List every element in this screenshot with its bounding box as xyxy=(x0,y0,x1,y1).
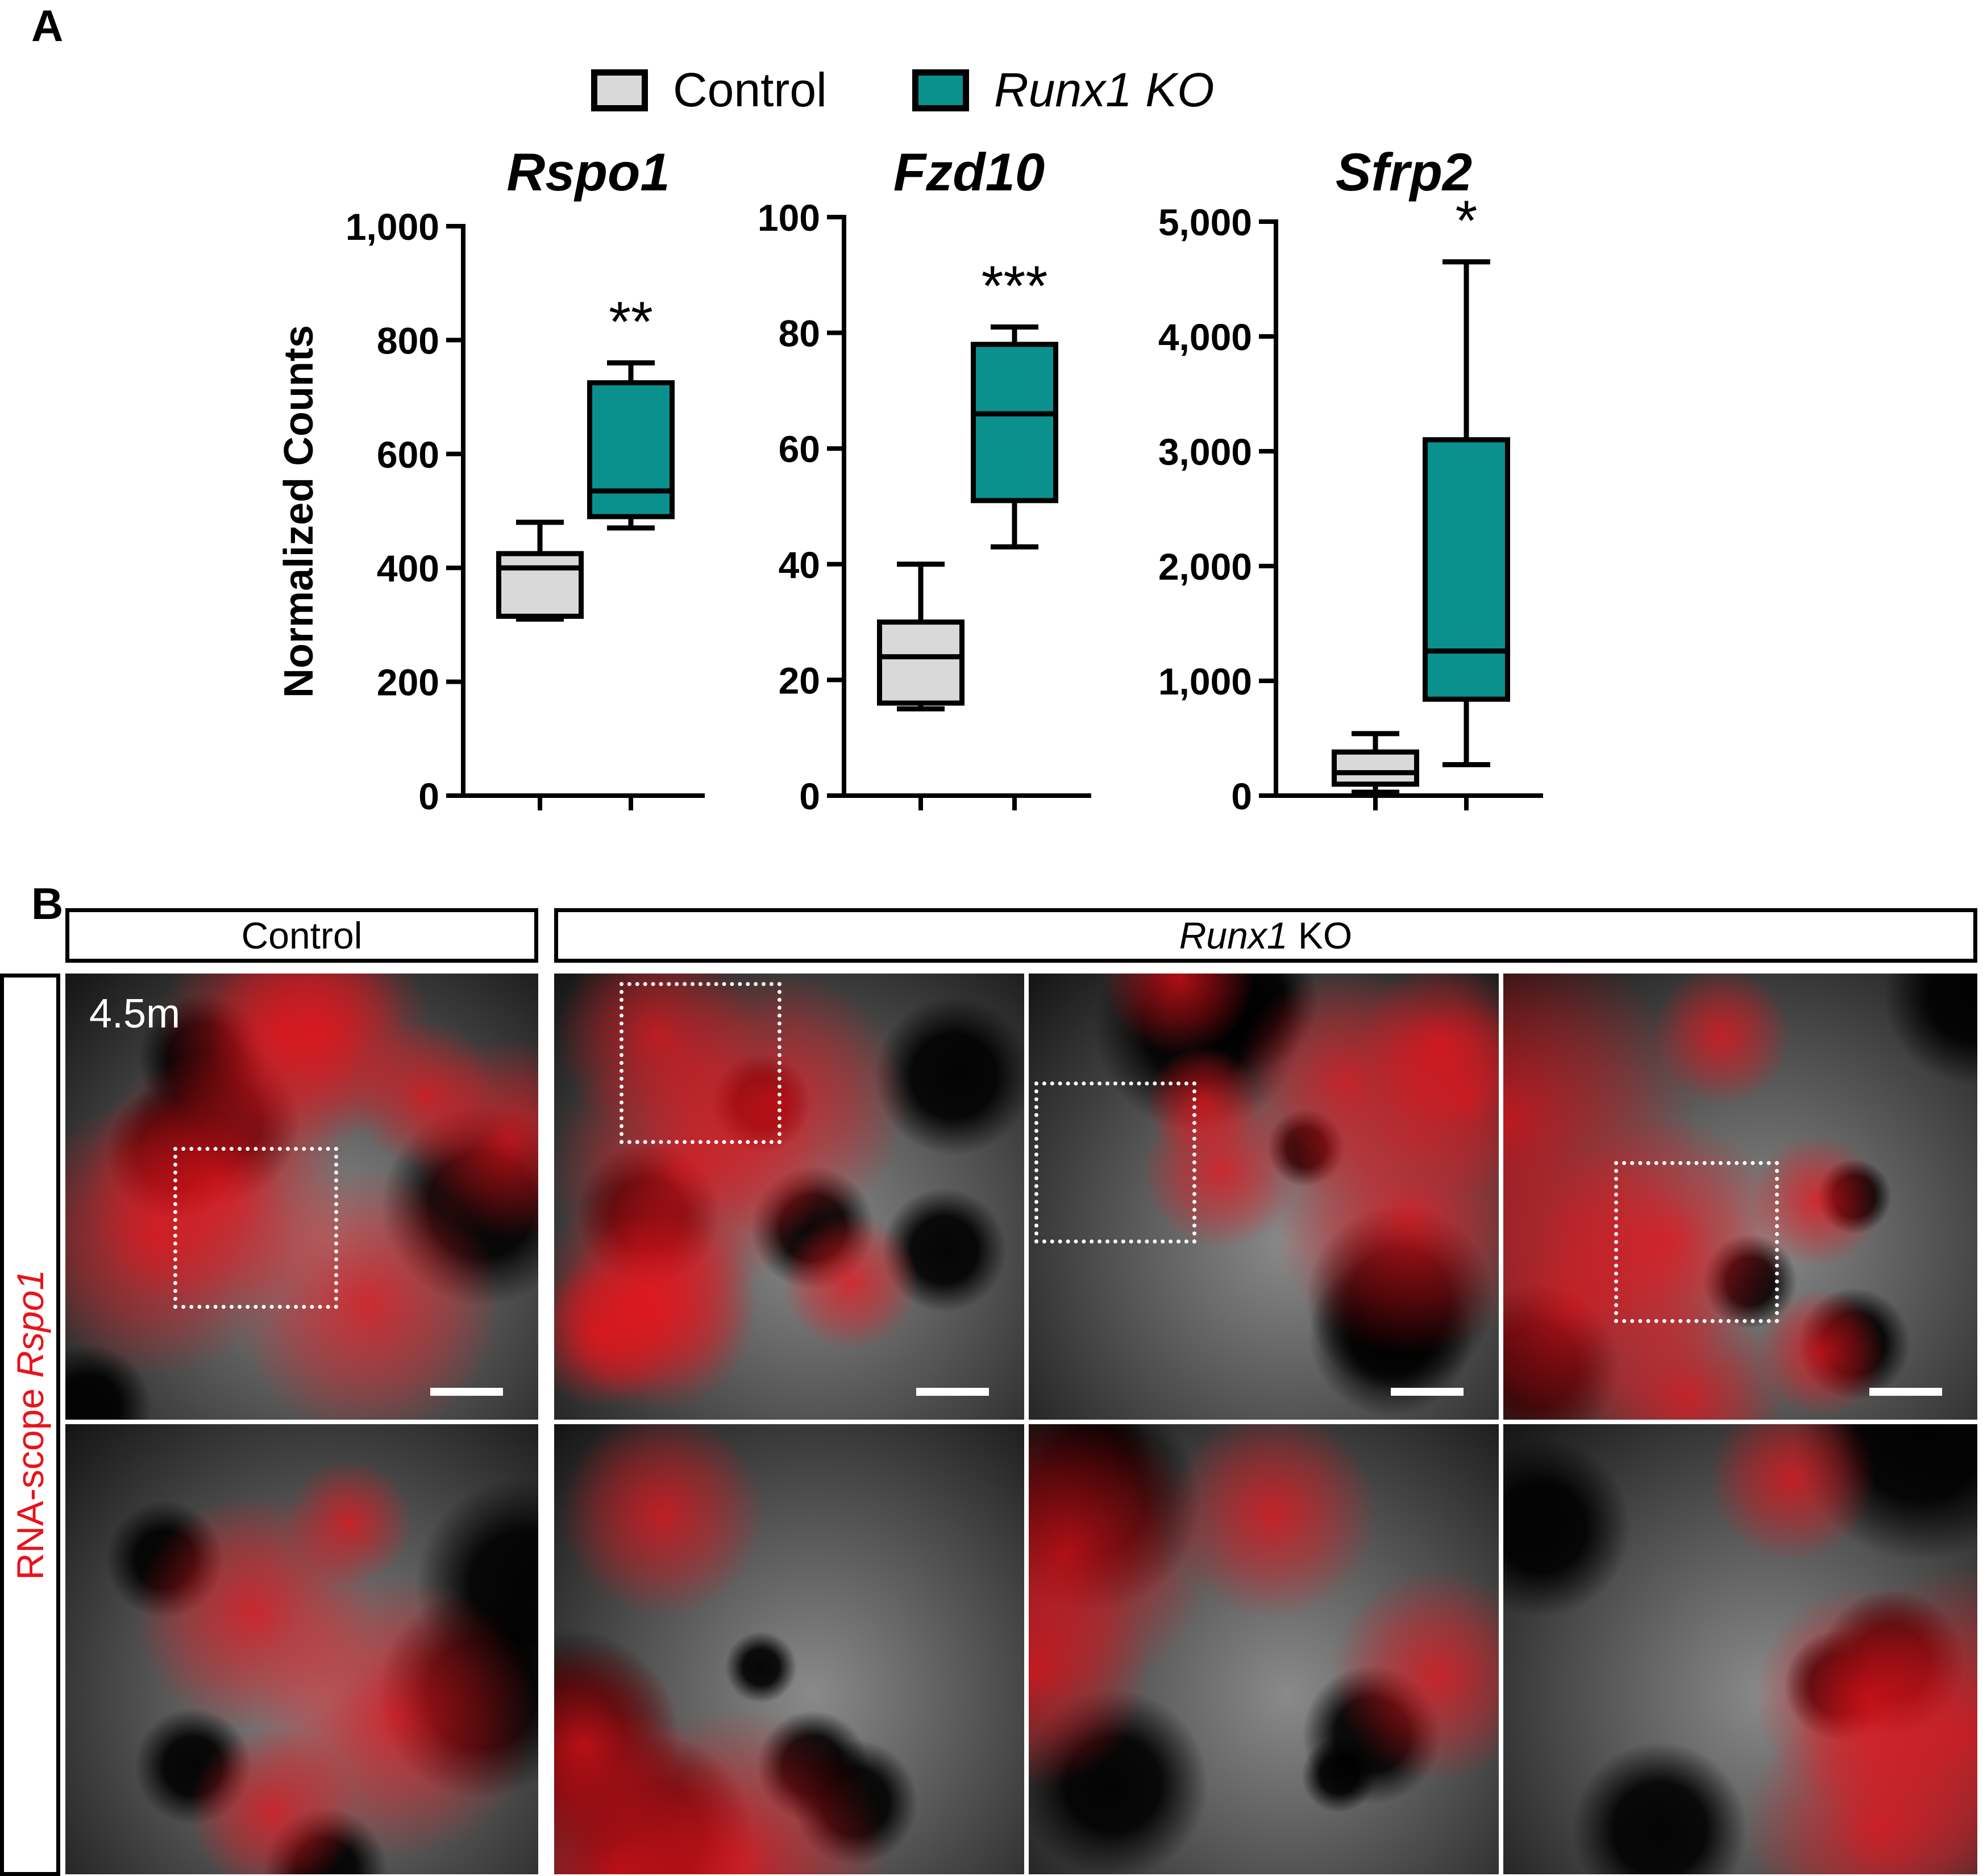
y-tick-label-1-2: 40 xyxy=(779,544,820,586)
group-header-runx1-ko: Runx1 KO xyxy=(554,908,1977,963)
y-tick-label-0-4: 800 xyxy=(377,319,439,361)
zoom-region-box xyxy=(173,1147,338,1309)
scale-bar xyxy=(430,1388,503,1396)
box-1-control xyxy=(877,619,965,706)
legend-label-runx1-ko: Runx1 KO xyxy=(994,63,1215,117)
significance-0: ** xyxy=(609,290,653,353)
y-tick-label-1-4: 80 xyxy=(779,313,820,355)
y-tick-label-1-3: 60 xyxy=(779,428,820,470)
box-plots: Rspo1 0 200 400 600 800 1,000 ** Fzd10 0 20 40 60 80 1… xyxy=(276,142,1543,817)
y-tick-label-2-2: 2,000 xyxy=(1158,546,1252,588)
legend-label-control: Control xyxy=(673,63,827,117)
y-tick-label-0-2: 400 xyxy=(377,547,439,589)
micrograph-zoom-3 xyxy=(1029,1424,1499,1874)
zoom-region-box xyxy=(620,982,781,1144)
legend-item-runx1-ko: Runx1 KO xyxy=(912,63,1215,118)
scale-bar xyxy=(1391,1388,1464,1396)
y-axis-title: Normalized Counts xyxy=(276,325,322,698)
y-tick-label-2-4: 4,000 xyxy=(1158,316,1252,358)
box-2-control xyxy=(1332,749,1419,787)
scale-bar xyxy=(1869,1388,1942,1396)
y-tick-label-0-5: 1,000 xyxy=(346,206,439,248)
box-0-runx1-ko xyxy=(587,380,675,519)
scale-bar xyxy=(916,1388,989,1396)
y-tick-label-0-3: 600 xyxy=(377,434,439,476)
y-tick-label-2-5: 5,000 xyxy=(1158,201,1252,243)
panel-b-letter: B xyxy=(31,879,64,929)
y-tick-label-2-0: 0 xyxy=(1231,775,1252,817)
y-tick-label-2-1: 1,000 xyxy=(1158,660,1252,702)
micrograph-zoom-1 xyxy=(65,1424,538,1874)
box-0-control xyxy=(496,551,584,619)
significance-2: * xyxy=(1456,189,1478,253)
side-label-prefix: RNA-scope xyxy=(9,1378,51,1580)
y-tick-label-0-1: 200 xyxy=(377,662,439,704)
chart-title-rspo1: Rspo1 xyxy=(506,142,670,202)
micrograph-zoom-4 xyxy=(1503,1424,1977,1874)
legend-item-control: Control xyxy=(591,63,827,118)
y-tick-label-1-1: 20 xyxy=(779,659,820,701)
y-tick-label-0-0: 0 xyxy=(418,775,439,817)
legend-swatch-runx1-ko xyxy=(912,69,969,111)
box-1-runx1-ko xyxy=(971,342,1058,504)
group-header-ko-suffix: KO xyxy=(1287,914,1353,956)
chart-title-fzd10: Fzd10 xyxy=(893,142,1045,202)
side-label-gene: Rspo1 xyxy=(9,1269,51,1378)
micrograph-overview-3 xyxy=(1029,974,1499,1420)
box-2-runx1-ko xyxy=(1423,437,1510,702)
significance-1: *** xyxy=(982,254,1048,318)
zoom-region-box xyxy=(1614,1161,1779,1323)
micrograph-overview-4 xyxy=(1503,974,1977,1420)
micrograph-overview-2 xyxy=(554,974,1024,1420)
y-tick-label-1-0: 0 xyxy=(799,775,820,817)
y-tick-label-2-3: 3,000 xyxy=(1158,431,1252,473)
stage-label: 4.5m xyxy=(89,991,181,1037)
y-tick-label-1-5: 100 xyxy=(758,197,820,239)
chart-title-sfrp2: Sfrp2 xyxy=(1336,142,1472,202)
zoom-region-box xyxy=(1034,1081,1196,1243)
micrograph-zoom-2 xyxy=(554,1424,1024,1874)
group-header-control-label: Control xyxy=(241,914,363,956)
group-header-ko-gene: Runx1 xyxy=(1179,914,1288,956)
group-header-control: Control xyxy=(65,908,538,963)
legend-swatch-control xyxy=(591,69,648,111)
panel-a-letter: A xyxy=(31,1,64,51)
micrograph-overview-1: 4.5m xyxy=(65,974,538,1420)
rna-scope-side-label: RNA-scope Rspo1 xyxy=(0,974,60,1876)
